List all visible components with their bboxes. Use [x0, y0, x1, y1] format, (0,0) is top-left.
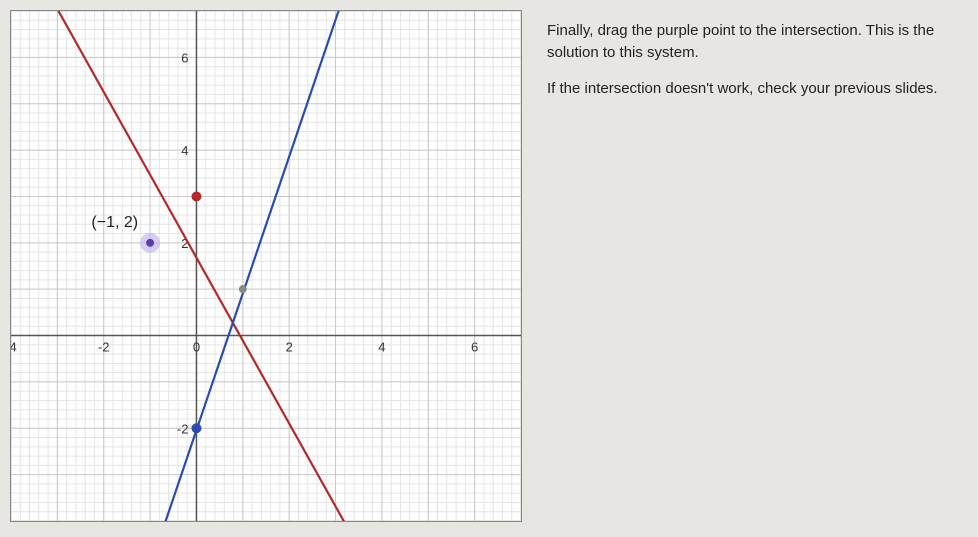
graph-svg: -4-20246-2246(−1, 2) — [11, 11, 521, 521]
intersection-dot — [239, 285, 247, 293]
coordinate-graph[interactable]: -4-20246-2246(−1, 2) — [10, 10, 522, 522]
purple-point[interactable] — [146, 239, 154, 247]
y-tick-label: 6 — [181, 50, 188, 65]
blue-dot — [191, 423, 201, 433]
y-tick-label: 4 — [181, 143, 188, 158]
x-tick-label: 2 — [286, 340, 293, 355]
y-tick-label: -2 — [177, 421, 189, 436]
x-tick-label: -2 — [98, 340, 110, 355]
red-dot — [191, 191, 201, 201]
x-tick-label: 0 — [193, 340, 200, 355]
instruction-line-1: Finally, drag the purple point to the in… — [547, 20, 963, 64]
purple-point-label: (−1, 2) — [91, 214, 138, 231]
instruction-line-2: If the intersection doesn't work, check … — [547, 78, 963, 100]
x-tick-label: 6 — [471, 340, 478, 355]
x-tick-label: -4 — [11, 340, 17, 355]
instructions-panel: Finally, drag the purple point to the in… — [522, 0, 978, 113]
x-tick-label: 4 — [378, 340, 385, 355]
